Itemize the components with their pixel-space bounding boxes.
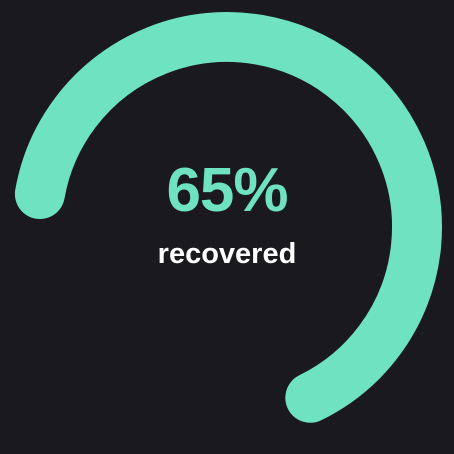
progress-label: recovered xyxy=(157,237,297,270)
progress-arc xyxy=(14,12,442,423)
progress-percent: 65% xyxy=(166,155,288,225)
